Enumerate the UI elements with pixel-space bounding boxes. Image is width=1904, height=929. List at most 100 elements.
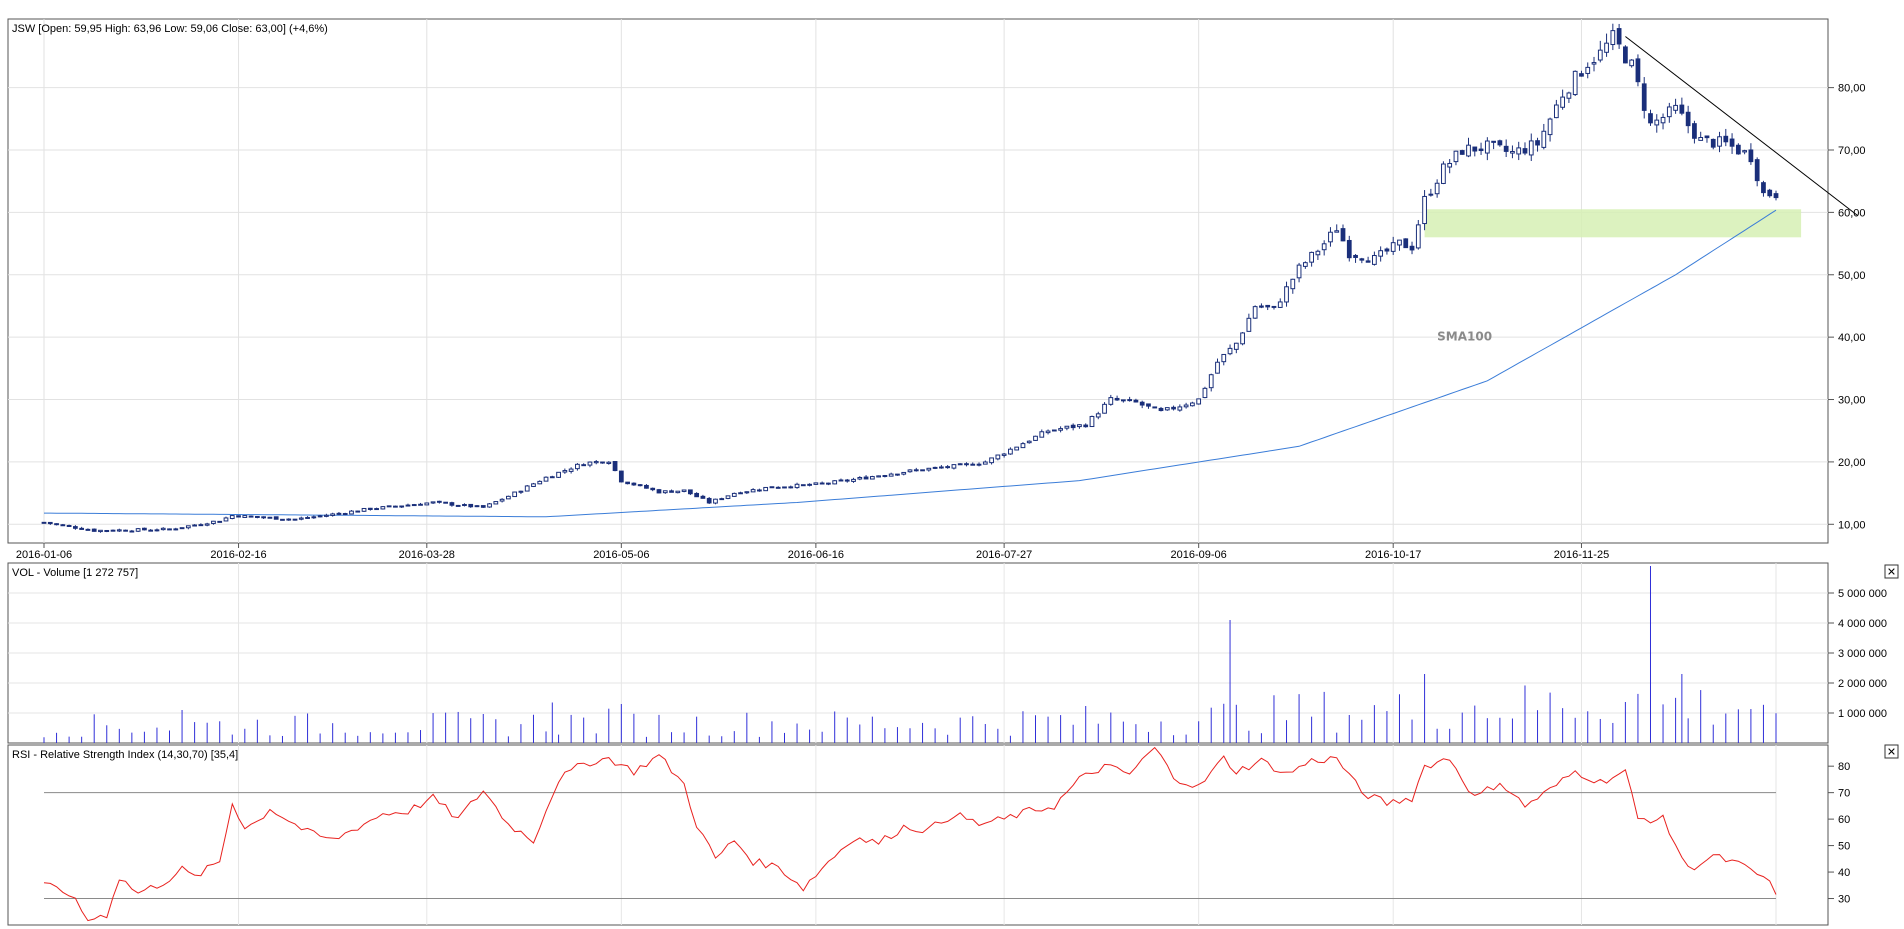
candle-body [1114,397,1120,401]
candle-body [91,528,97,532]
candle-body [418,503,423,506]
price-x-tick-label: 2016-06-16 [788,549,844,561]
candle-body [1265,304,1271,308]
candle-body [913,469,919,472]
candle-body [1566,92,1572,99]
candle-body [556,471,561,478]
candle-body [1315,250,1321,256]
candle-body [1692,123,1697,139]
candle-body [1296,264,1302,279]
candle-body [436,500,442,503]
candle-body [47,521,53,525]
volume-close-button[interactable]: ✕ [1884,564,1899,579]
rsi-pane-title: RSI - Relative Strength Index (14,30,70)… [12,749,238,761]
candle-body [757,489,762,492]
candle-body [1070,424,1076,429]
candle-body [1409,245,1415,251]
price-x-tick-label: 2016-03-28 [399,549,455,561]
candle-body [788,486,794,489]
candle-body [424,502,430,506]
candle-body [148,529,154,532]
price-pane-title: JSW [Open: 59,95 High: 63,96 Low: 59,06 … [12,23,328,35]
candle-body [518,490,524,493]
candle-body [1673,104,1678,111]
candle-body [1641,83,1647,111]
candle-body [1597,49,1603,61]
candle-body [430,501,436,504]
candle-body [681,489,687,492]
rsi-gridlines [44,745,1777,925]
rsi-line [43,746,1777,922]
volume-y-axis: 1 000 000 2 000 000 3 000 000 4 000 000 5 00… [1828,588,1887,720]
candle-body [173,528,179,531]
price-y-tick-label: 50,00 [1838,270,1866,282]
candle-body [1428,193,1434,196]
candle-body [1723,135,1729,143]
candle-body [79,527,85,530]
candle-body [1133,399,1139,403]
candle-body [939,466,944,469]
candle-body [1397,239,1402,246]
candle-body [98,529,103,533]
candle-body [311,516,317,519]
candle-body [85,528,91,531]
candle-body [1372,255,1377,265]
candle-body [336,512,342,515]
rsi-y-tick-label: 30 [1838,894,1850,906]
candle-body [386,505,392,508]
candle-body [60,524,66,527]
candle-body [1415,224,1421,249]
candle-body [807,483,812,486]
candle-body [286,518,292,521]
candle-body [506,495,511,500]
candle-body [957,463,963,466]
candle-body [800,484,806,487]
rsi-y-axis: 30 40 50 60 70 80 [1828,761,1850,906]
candle-body [869,476,875,480]
candle-body [700,495,706,499]
candle-body [1259,305,1264,308]
candle-body [468,503,474,508]
candle-body [1735,144,1741,155]
candle-body [1623,46,1628,64]
volume-y-tick-label: 1 000 000 [1838,708,1887,720]
candle-body [744,491,750,494]
candle-body [1572,70,1578,96]
candle-body [248,515,254,518]
candle-body [537,480,543,485]
candle-body [204,523,210,526]
candle-body [1516,147,1522,155]
candle-body [876,475,881,478]
candle-body [443,501,448,504]
candle-body [1472,146,1478,152]
candle-body [1139,401,1145,406]
candle-body [1704,135,1710,139]
candle-body [179,527,185,530]
candle-body [242,515,248,518]
candle-body [631,482,637,486]
volume-bars [43,566,1777,743]
volume-y-tick-label: 4 000 000 [1838,618,1887,630]
volume-pane-title: VOL - Volume [1 272 757] [12,567,138,579]
candle-body [1729,138,1735,147]
candle-body [324,514,329,517]
candle-body [512,491,518,498]
candle-body [1120,399,1126,402]
candle-body [625,481,630,485]
rsi-y-tick-label: 80 [1838,761,1850,773]
rsi-close-button[interactable]: ✕ [1884,744,1899,759]
candle-body [280,518,285,521]
candle-body [393,505,398,508]
candle-body [725,495,731,499]
candle-body [1629,59,1635,67]
candle-body [1183,404,1189,408]
candle-body [330,513,336,516]
candle-body [129,530,135,533]
candle-body [1679,104,1685,114]
candle-body [1164,407,1170,411]
candle-body [1058,428,1063,431]
price-x-tick-label: 2016-01-06 [16,549,72,561]
candle-body [1742,150,1747,153]
candle-body [1353,254,1358,258]
